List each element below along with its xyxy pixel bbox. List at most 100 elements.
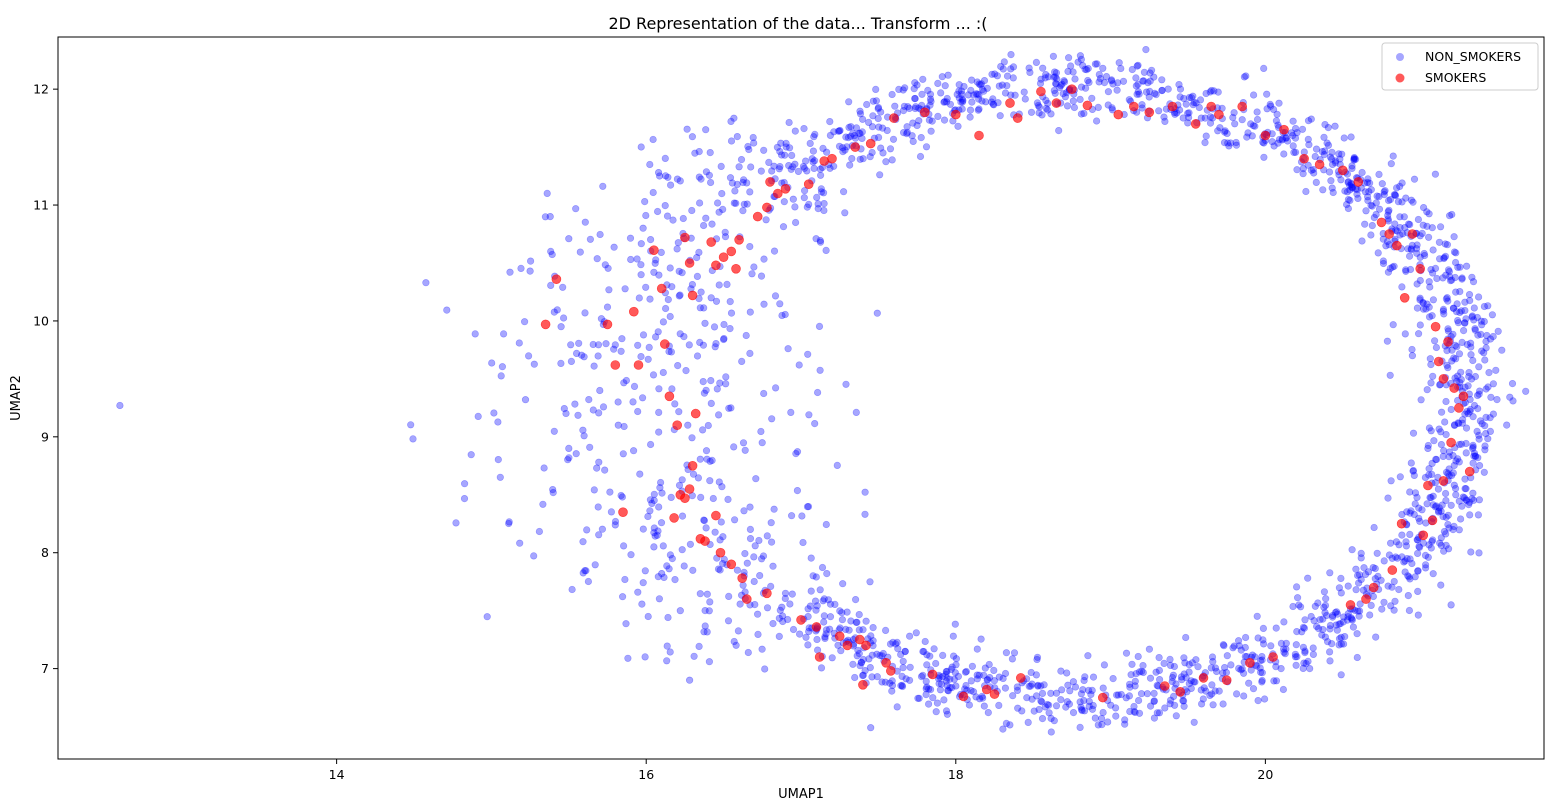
non-smoker-point [807,587,815,595]
non-smoker-point [1263,90,1271,98]
non-smoker-point [1354,579,1363,587]
non-smoker-point [1461,319,1469,327]
non-smoker-point [1150,689,1158,698]
non-smoker-point [1122,649,1131,657]
non-smoker-point [821,634,829,643]
non-smoker-point [1475,363,1483,371]
non-smoker-point [674,362,682,370]
non-smoker-point [1135,668,1144,676]
non-smoker-point [1077,703,1085,711]
non-smoker-point [923,651,931,659]
non-smoker-point [1187,684,1195,693]
non-smoker-point [1398,510,1406,519]
non-smoker-point [817,664,826,672]
non-smoker-point [1346,186,1354,194]
non-smoker-point [1282,134,1290,142]
non-smoker-point [1337,633,1345,642]
non-smoker-point [721,228,729,236]
non-smoker-point [1372,633,1380,641]
non-smoker-point [1411,489,1420,497]
non-smoker-point [1155,709,1164,717]
non-smoker-point [1470,401,1479,410]
non-smoker-point [879,649,887,658]
non-smoker-point [1320,151,1328,159]
non-smoker-point [1446,273,1454,281]
non-smoker-point [646,236,655,244]
non-smoker-point [781,594,789,603]
non-smoker-point [1104,101,1112,109]
non-smoker-point [807,554,815,562]
non-smoker-point [659,318,668,326]
non-smoker-point [861,666,869,675]
non-smoker-point [940,98,949,106]
non-smoker-point [1133,62,1141,70]
non-smoker-point [1069,708,1078,717]
non-smoker-point [1406,221,1414,229]
non-smoker-point [1475,496,1483,504]
non-smoker-point [1134,80,1142,88]
non-smoker-point [750,263,758,271]
non-smoker-point [728,179,737,187]
non-smoker-point [981,664,989,672]
non-smoker-point [955,87,963,95]
non-smoker-point [740,507,748,515]
non-smoker-point [842,625,850,634]
non-smoker-point [955,94,963,102]
non-smoker-point [1268,138,1276,146]
smoker-point [858,679,868,690]
non-smoker-point [1340,613,1348,621]
smoker-point [1438,374,1449,384]
non-smoker-point [751,542,759,550]
non-smoker-point [1047,110,1055,118]
non-smoker-point [1455,419,1463,428]
non-smoker-point [1132,74,1140,82]
non-smoker-point [1429,296,1437,304]
non-smoker-point [461,480,469,488]
non-smoker-point [1206,113,1214,121]
non-smoker-point [1428,224,1436,232]
non-smoker-point [1312,178,1320,186]
non-smoker-point [1427,494,1435,502]
non-smoker-point [1239,669,1248,677]
non-smoker-point [1477,330,1485,339]
smoker-point [1190,119,1201,129]
non-smoker-point [579,538,587,546]
non-smoker-point [1247,120,1255,128]
non-smoker-point [746,243,754,251]
non-smoker-point [707,294,715,302]
non-smoker-point [1391,191,1400,200]
non-smoker-point [1450,233,1458,241]
non-smoker-point [778,612,787,620]
non-smoker-point [1354,607,1362,615]
non-smoker-point [1160,113,1168,121]
non-smoker-point [830,128,838,136]
non-smoker-point [1368,202,1376,210]
non-smoker-point [1045,701,1053,709]
non-smoker-point [490,409,498,417]
non-smoker-point [781,589,790,597]
non-smoker-point [1473,391,1482,400]
non-smoker-point [1272,624,1280,632]
non-smoker-point [1077,83,1086,91]
non-smoker-point [846,132,855,140]
non-smoker-point [905,676,914,684]
non-smoker-point [1473,427,1481,436]
non-smoker-point [1359,586,1367,594]
non-smoker-point [1452,491,1460,499]
non-smoker-point [1471,373,1479,381]
non-smoker-point [1060,77,1068,85]
non-smoker-point [810,133,818,141]
non-smoker-point [1390,577,1398,586]
non-smoker-point [1256,668,1265,676]
non-smoker-point [1309,165,1317,174]
non-smoker-point [1461,306,1469,315]
non-smoker-point [894,645,902,653]
non-smoker-point [1394,198,1402,206]
non-smoker-point [1387,160,1395,168]
non-smoker-point [854,646,862,654]
non-smoker-point [1298,628,1306,636]
non-smoker-point [1398,198,1406,206]
non-smoker-point [1320,133,1328,141]
non-smoker-point [914,694,922,702]
non-smoker-point [1427,266,1435,274]
